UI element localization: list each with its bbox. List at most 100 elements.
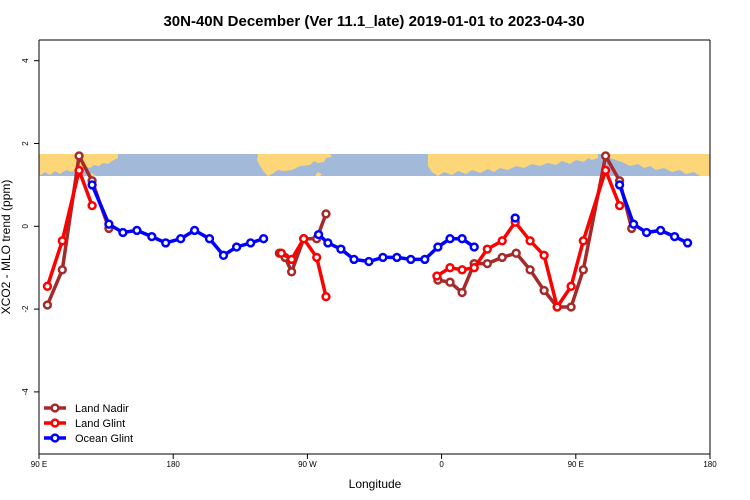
data-point [445,263,455,273]
data-point [600,151,611,161]
legend-swatch-marker [50,403,60,413]
data-point [286,254,297,265]
data-point [406,254,416,265]
data-point [378,252,388,263]
data-point [364,256,374,267]
data-point [258,234,269,244]
data-point [525,265,535,275]
data-point [132,225,142,236]
data-point [218,250,229,260]
series-ocean-glint [87,180,693,267]
data-point [42,300,53,310]
x-tick-label: 0 [439,460,444,469]
legend-label: Land Nadir [75,403,129,415]
data-point [321,292,331,302]
data-point [457,287,467,298]
data-point [525,236,535,246]
x-tick-label: 90 W [298,460,317,469]
data-point [457,265,467,275]
data-point [312,252,322,263]
chart-title: 30N-40N December (Ver 11.1_late) 2019-01… [163,13,584,30]
data-point [432,271,442,281]
y-tick-label: -4 [21,388,30,396]
data-point [497,236,507,246]
data-point [321,209,331,219]
data-point [600,165,611,176]
data-point [57,236,67,246]
data-point [445,234,455,244]
world-map-band [39,154,710,176]
x-tick-label: 180 [703,460,717,469]
data-point [628,219,639,229]
data-point [482,244,492,254]
data-point [276,248,286,258]
x-tick-label: 90 E [568,460,584,469]
data-point [445,277,455,287]
data-point [245,238,256,248]
data-point [578,236,588,246]
data-point [57,265,67,275]
data-point [682,238,693,248]
legend-label: Land Glint [75,418,125,430]
data-point [510,213,520,223]
data-point [420,254,430,265]
data-point [42,281,53,291]
series-land-glint [42,165,625,312]
data-point [286,267,297,277]
y-axis-label: XCO2 - MLO trend (ppm) [0,180,13,315]
data-point [87,200,97,211]
data-point [118,227,128,238]
x-tick-label: 90 E [31,460,47,469]
data-point [469,263,479,273]
data-point [614,180,625,190]
x-tick-label: 180 [167,460,181,469]
data-point [578,265,588,275]
legend-label: Ocean Glint [75,433,133,445]
data-point [566,302,576,312]
data-point [189,225,200,236]
legend-swatch-marker [50,433,60,443]
legend-swatch-marker [50,418,60,428]
y-tick-label: 2 [21,141,30,146]
data-point [669,231,680,242]
series-layer [42,151,693,312]
data-point [469,242,479,252]
data-point [176,234,186,244]
data-point [147,231,157,242]
data-point [641,227,652,238]
data-point [614,200,625,211]
data-point [104,219,114,229]
data-point [349,254,359,265]
x-axis-ticks: 90 E 180 90 W 0 90 E 180 [31,454,717,469]
data-point [539,285,549,296]
data-point [204,234,215,244]
data-point [457,234,467,244]
data-point [313,229,324,240]
axes [38,39,711,455]
y-axis-ticks: 4 2 0 -2 -4 [21,58,39,396]
data-point [161,238,171,248]
data-point [74,165,84,176]
data-point [74,151,84,161]
data-point [87,180,97,190]
data-point [392,252,402,263]
x-axis-label: Longitude [349,477,402,491]
data-point [482,258,492,269]
data-point [539,250,549,260]
data-point [511,248,521,258]
data-point [497,252,507,263]
data-point [231,242,242,252]
map-land [39,154,710,176]
data-point [655,225,666,236]
data-point [323,238,333,248]
y-tick-label: 0 [21,224,30,229]
series-line [45,168,94,287]
data-point [433,242,443,252]
data-point [566,281,576,291]
legend: Land Nadir Land Glint Ocean Glint [44,403,133,445]
y-tick-label: 4 [21,58,30,63]
data-point [299,234,309,244]
data-point [336,244,346,254]
data-point [552,302,562,312]
